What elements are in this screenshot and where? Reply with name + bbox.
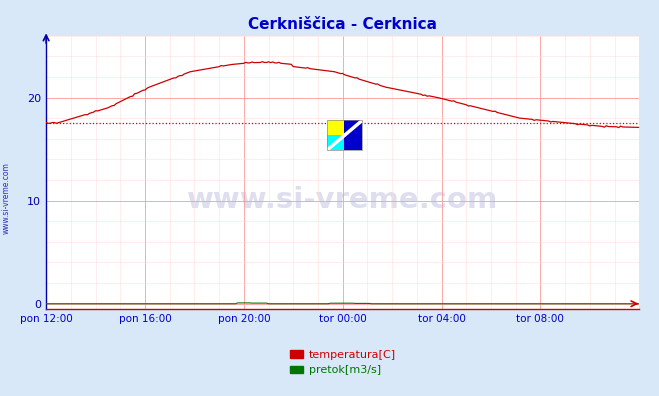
Legend: temperatura[C], pretok[m3/s]: temperatura[C], pretok[m3/s]: [285, 345, 400, 380]
Text: www.si-vreme.com: www.si-vreme.com: [187, 186, 498, 213]
Bar: [345, 120, 362, 150]
Bar: [327, 135, 345, 150]
Bar: [327, 120, 362, 150]
Title: Cerkniščica - Cerknica: Cerkniščica - Cerknica: [248, 17, 437, 32]
Bar: [327, 120, 345, 135]
Text: www.si-vreme.com: www.si-vreme.com: [2, 162, 11, 234]
